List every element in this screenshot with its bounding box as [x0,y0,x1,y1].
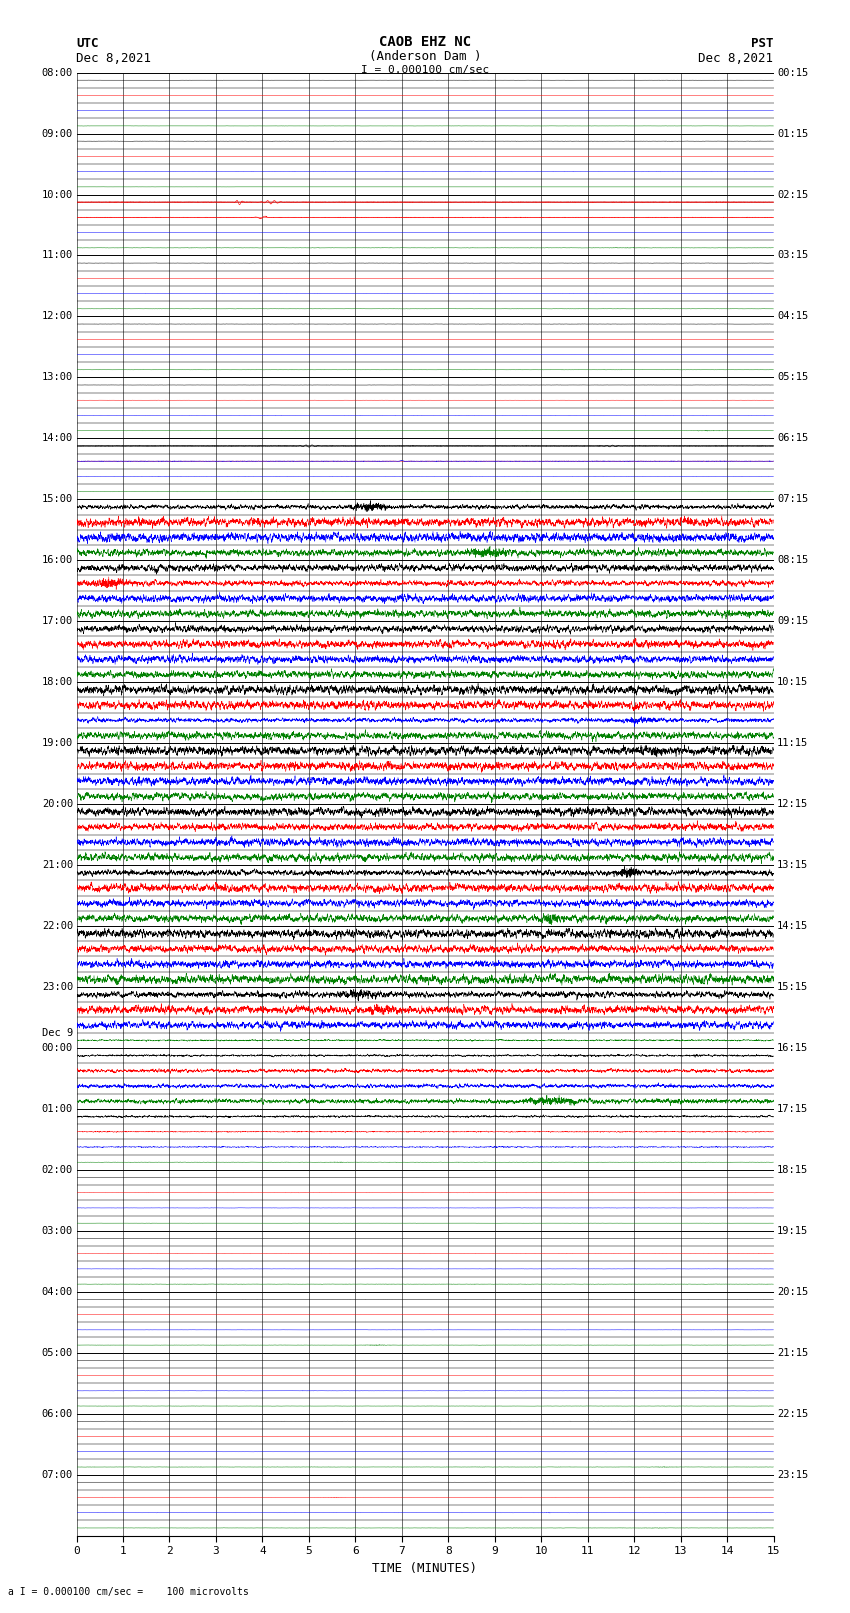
Text: Dec 8,2021: Dec 8,2021 [76,52,151,65]
Text: 00:00: 00:00 [42,1044,73,1053]
Text: CAOB EHZ NC: CAOB EHZ NC [379,35,471,50]
Text: 20:15: 20:15 [777,1287,808,1297]
Text: 18:15: 18:15 [777,1165,808,1174]
Text: 06:15: 06:15 [777,434,808,444]
Text: 22:15: 22:15 [777,1408,808,1419]
Text: 08:15: 08:15 [777,555,808,565]
Text: 01:15: 01:15 [777,129,808,139]
Text: 10:15: 10:15 [777,677,808,687]
Text: 07:15: 07:15 [777,494,808,505]
Text: 19:00: 19:00 [42,739,73,748]
Text: 09:00: 09:00 [42,129,73,139]
Text: 07:00: 07:00 [42,1469,73,1479]
Text: 17:00: 17:00 [42,616,73,626]
Text: 22:00: 22:00 [42,921,73,931]
Text: 05:00: 05:00 [42,1348,73,1358]
Text: 13:15: 13:15 [777,860,808,869]
Text: 02:00: 02:00 [42,1165,73,1174]
Text: 02:15: 02:15 [777,189,808,200]
Text: 06:00: 06:00 [42,1408,73,1419]
Text: 23:15: 23:15 [777,1469,808,1479]
Text: 20:00: 20:00 [42,798,73,810]
Text: 11:15: 11:15 [777,739,808,748]
Text: 23:00: 23:00 [42,982,73,992]
Text: Dec 8,2021: Dec 8,2021 [699,52,774,65]
Text: 15:15: 15:15 [777,982,808,992]
Text: 17:15: 17:15 [777,1103,808,1115]
Text: UTC: UTC [76,37,99,50]
Text: 12:15: 12:15 [777,798,808,810]
Text: (Anderson Dam ): (Anderson Dam ) [369,50,481,63]
Text: a I = 0.000100 cm/sec =    100 microvolts: a I = 0.000100 cm/sec = 100 microvolts [8,1587,249,1597]
Text: Dec 9: Dec 9 [42,1027,73,1037]
X-axis label: TIME (MINUTES): TIME (MINUTES) [372,1561,478,1574]
Text: 03:15: 03:15 [777,250,808,260]
Text: 00:15: 00:15 [777,68,808,77]
Text: 04:15: 04:15 [777,311,808,321]
Text: 19:15: 19:15 [777,1226,808,1236]
Text: 21:15: 21:15 [777,1348,808,1358]
Text: 14:15: 14:15 [777,921,808,931]
Text: 13:00: 13:00 [42,373,73,382]
Text: 12:00: 12:00 [42,311,73,321]
Text: 03:00: 03:00 [42,1226,73,1236]
Text: 11:00: 11:00 [42,250,73,260]
Text: PST: PST [751,37,774,50]
Text: 14:00: 14:00 [42,434,73,444]
Text: 16:00: 16:00 [42,555,73,565]
Text: I = 0.000100 cm/sec: I = 0.000100 cm/sec [361,65,489,74]
Text: 09:15: 09:15 [777,616,808,626]
Text: 21:00: 21:00 [42,860,73,869]
Text: 08:00: 08:00 [42,68,73,77]
Text: 16:15: 16:15 [777,1044,808,1053]
Text: 05:15: 05:15 [777,373,808,382]
Text: 15:00: 15:00 [42,494,73,505]
Text: 04:00: 04:00 [42,1287,73,1297]
Text: 01:00: 01:00 [42,1103,73,1115]
Text: 10:00: 10:00 [42,189,73,200]
Text: 18:00: 18:00 [42,677,73,687]
